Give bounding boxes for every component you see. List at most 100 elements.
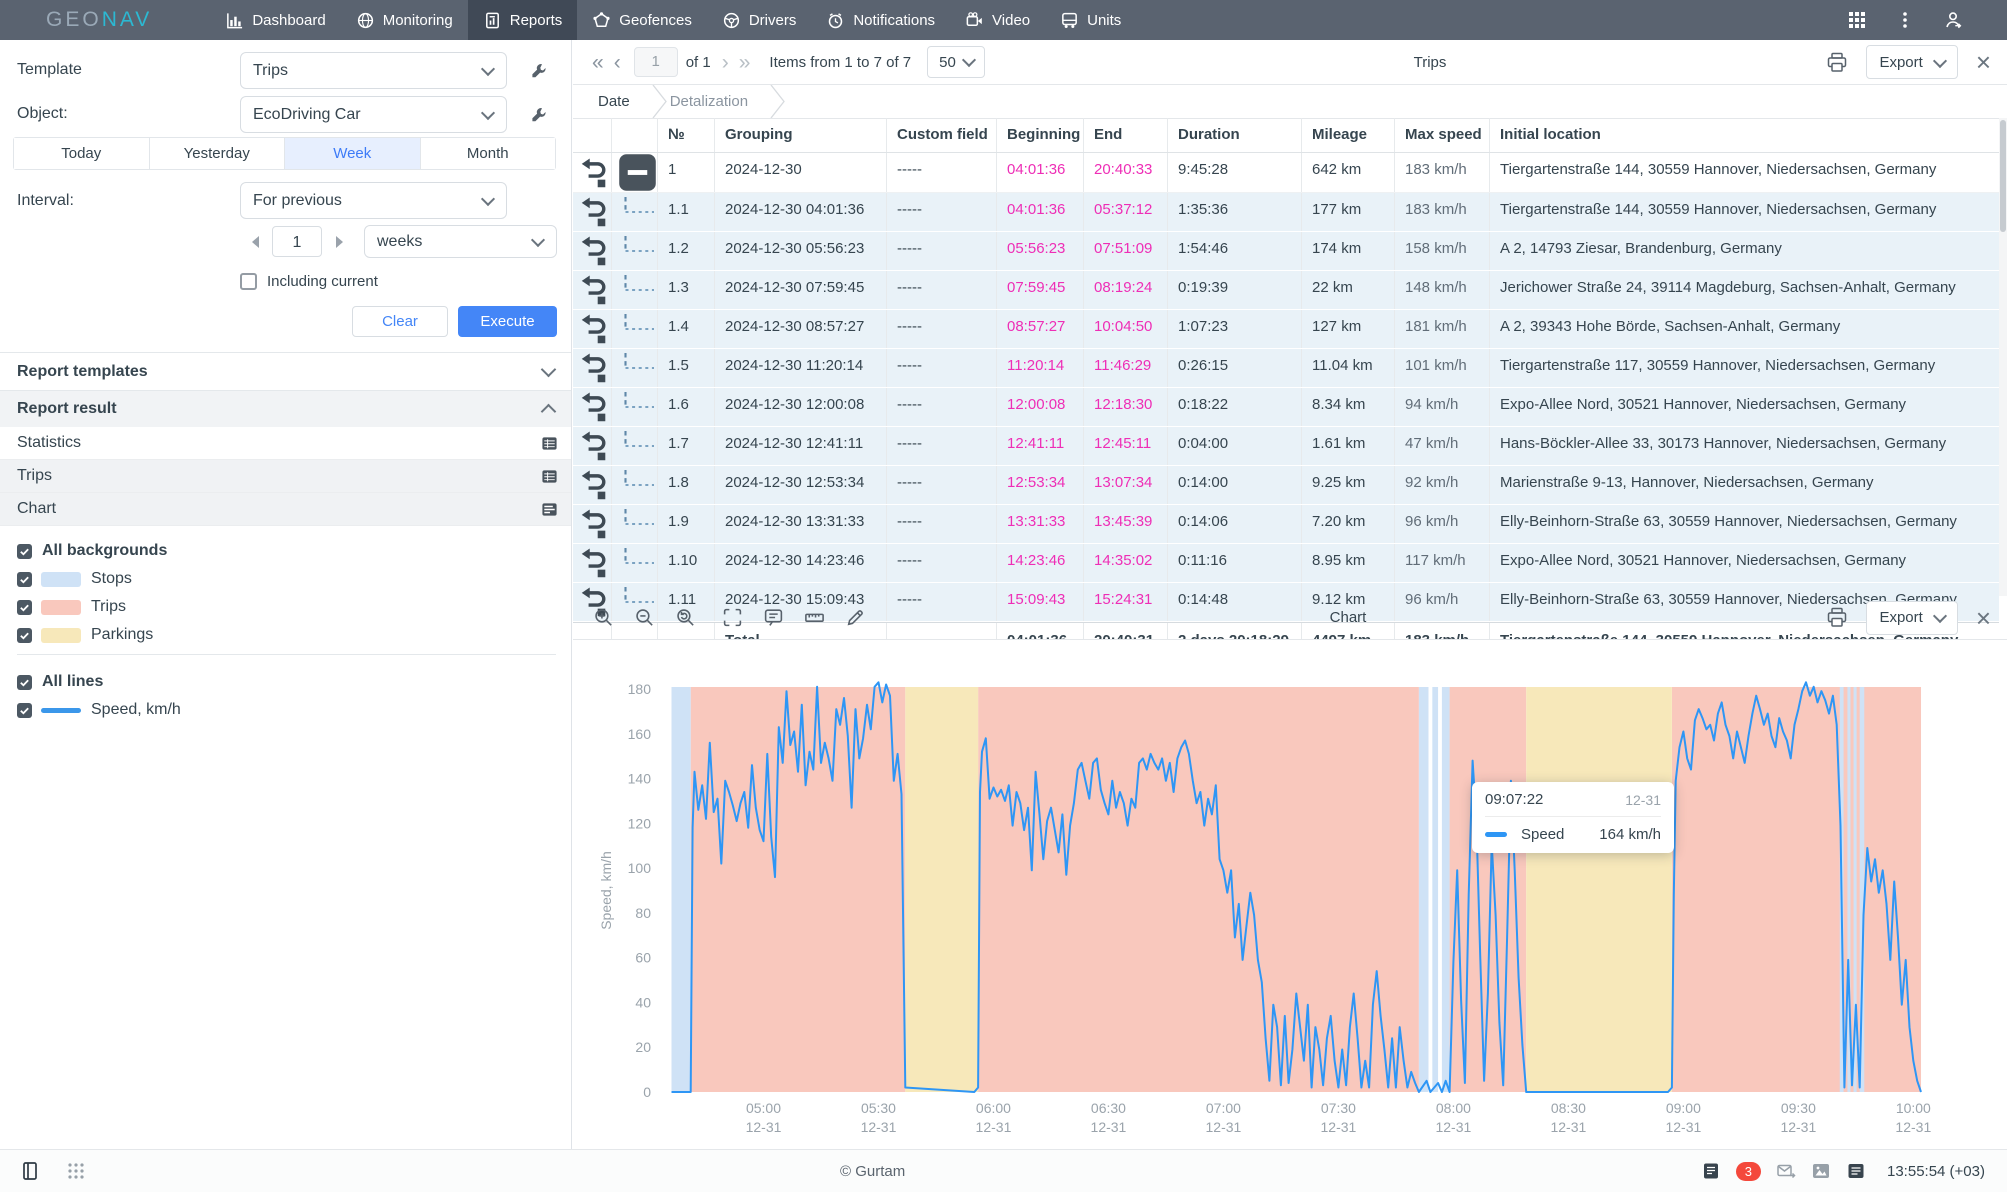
beginning-time-link[interactable]: 05:56:23	[1007, 240, 1065, 257]
including-current-checkbox-row[interactable]: Including current	[240, 267, 378, 295]
end-time-link[interactable]: 12:45:11	[1094, 435, 1151, 452]
table-vertical-scrollbar[interactable]	[1999, 118, 2007, 596]
table-row-1-7[interactable]: 1.72024-12-30 12:41:11-----12:41:1112:45…	[573, 427, 1999, 466]
export-chart-button[interactable]: Export	[1866, 601, 1957, 635]
clear-button[interactable]: Clear	[352, 306, 448, 337]
checkbox-checked[interactable]	[17, 600, 32, 615]
close-chart-icon[interactable]: ×	[1976, 605, 1991, 631]
section-report-templates[interactable]: Report templates	[0, 352, 571, 390]
result-item-statistics[interactable]: Statistics	[0, 427, 571, 460]
checkbox-checked[interactable]	[17, 703, 32, 718]
header-cell-[interactable]: №	[657, 118, 714, 152]
end-time-link[interactable]: 13:45:39	[1094, 513, 1152, 530]
beginning-time-link[interactable]: 12:41:11	[1007, 435, 1064, 452]
trip-route-icon[interactable]	[573, 271, 611, 309]
breadcrumb-tab-detalization[interactable]: Detalization	[670, 93, 748, 110]
table-row-1-1[interactable]: 1.12024-12-30 04:01:36-----04:01:3605:37…	[573, 193, 1999, 232]
log-icon[interactable]	[1846, 1161, 1866, 1181]
end-time-link[interactable]: 08:19:24	[1094, 279, 1152, 296]
end-time-link[interactable]: 05:37:12	[1094, 201, 1152, 218]
scrollbar-thumb[interactable]	[2000, 120, 2006, 232]
beginning-time-link[interactable]: 14:23:46	[1007, 552, 1065, 569]
checkbox-row-parkings[interactable]: Parkings	[17, 621, 153, 649]
header-cell-max-speed[interactable]: Max speed	[1394, 118, 1489, 152]
trip-route-icon[interactable]	[573, 310, 611, 348]
trip-route-icon[interactable]	[573, 466, 611, 504]
template-settings-wrench-icon[interactable]	[530, 62, 548, 80]
selection-area-icon[interactable]	[722, 607, 743, 628]
nav-item-reports[interactable]: Reports	[468, 0, 578, 40]
end-time-link[interactable]: 11:46:29	[1094, 357, 1151, 374]
header-cell-grouping[interactable]: Grouping	[714, 118, 886, 152]
header-cell-initial-location[interactable]: Initial location	[1489, 118, 1999, 152]
interval-count-input[interactable]: 1	[272, 226, 322, 257]
table-row-1-10[interactable]: 1.102024-12-30 14:23:46-----14:23:4614:3…	[573, 544, 1999, 583]
speed-chart[interactable]: 020406080100120140160180Speed, km/h05:00…	[573, 640, 2007, 1150]
zoom-reset-icon[interactable]	[675, 607, 696, 628]
notification-count-badge[interactable]: 3	[1736, 1162, 1761, 1181]
trip-route-icon[interactable]	[573, 153, 611, 192]
range-tab-yesterday[interactable]: Yesterday	[150, 138, 286, 169]
checkbox-row-all-backgrounds[interactable]: All backgrounds	[17, 537, 167, 565]
table-row-1-6[interactable]: 1.62024-12-30 12:00:08-----12:00:0812:18…	[573, 388, 1999, 427]
result-item-trips[interactable]: Trips	[0, 460, 571, 493]
nav-item-drivers[interactable]: Drivers	[707, 0, 812, 40]
checkbox-row-all-lines[interactable]: All lines	[17, 668, 103, 696]
zoom-out-icon[interactable]	[634, 607, 655, 628]
nav-item-monitoring[interactable]: Monitoring	[341, 0, 468, 40]
range-tab-today[interactable]: Today	[14, 138, 150, 169]
annotation-icon[interactable]	[763, 607, 784, 628]
nav-item-notifications[interactable]: Notifications	[811, 0, 950, 40]
trip-route-icon[interactable]	[573, 388, 611, 426]
nav-item-units[interactable]: Units	[1045, 0, 1136, 40]
checkbox-checked[interactable]	[17, 572, 32, 587]
last-page-button[interactable]: »	[734, 52, 756, 73]
first-page-button[interactable]: «	[587, 52, 609, 73]
trip-route-icon[interactable]	[573, 193, 611, 231]
trip-route-icon[interactable]	[573, 232, 611, 270]
checkbox-checked[interactable]	[17, 544, 32, 559]
nav-item-geofences[interactable]: Geofences	[577, 0, 707, 40]
beginning-time-link[interactable]: 13:31:33	[1007, 513, 1065, 530]
header-cell-duration[interactable]: Duration	[1167, 118, 1301, 152]
edit-pencil-icon[interactable]	[845, 607, 866, 628]
beginning-time-link[interactable]: 11:20:14	[1007, 357, 1064, 374]
beginning-time-link[interactable]: 12:53:34	[1007, 474, 1065, 491]
execute-button[interactable]: Execute	[458, 306, 557, 337]
trip-route-icon[interactable]	[573, 349, 611, 387]
template-select[interactable]: Trips	[240, 52, 507, 89]
prev-page-button[interactable]: ‹	[609, 52, 626, 73]
apps-grid-icon[interactable]	[66, 1161, 86, 1181]
beginning-time-link[interactable]: 07:59:45	[1007, 279, 1065, 296]
object-select[interactable]: EcoDriving Car	[240, 96, 507, 133]
table-row-1-2[interactable]: 1.22024-12-30 05:56:23-----05:56:2307:51…	[573, 232, 1999, 271]
breadcrumb-tab-date[interactable]: Date	[598, 93, 630, 110]
header-cell-beginning[interactable]: Beginning	[996, 118, 1083, 152]
table-row-1-8[interactable]: 1.82024-12-30 12:53:34-----12:53:3413:07…	[573, 466, 1999, 505]
page-size-select[interactable]: 50	[927, 46, 985, 78]
result-item-chart[interactable]: Chart	[0, 493, 571, 526]
export-button[interactable]: Export	[1866, 45, 1957, 79]
user-account-icon[interactable]	[1943, 10, 1963, 30]
table-row-1-4[interactable]: 1.42024-12-30 08:57:27-----08:57:2710:04…	[573, 310, 1999, 349]
trip-route-icon[interactable]	[573, 544, 611, 582]
interval-count-decrease[interactable]	[252, 236, 259, 248]
chart-canvas[interactable]: 020406080100120140160180Speed, km/h05:00…	[573, 640, 2007, 1150]
beginning-time-link[interactable]: 12:00:08	[1007, 396, 1065, 413]
interval-type-select[interactable]: For previous	[240, 182, 507, 219]
toggle-panel-icon[interactable]	[20, 1161, 40, 1181]
header-cell-end[interactable]: End	[1083, 118, 1167, 152]
table-row-1[interactable]: 12024-12-30-----04:01:3620:40:339:45:286…	[573, 153, 1999, 193]
beginning-time-link[interactable]: 04:01:36	[1007, 161, 1065, 178]
print-icon[interactable]	[1826, 52, 1848, 73]
close-report-icon[interactable]: ×	[1976, 49, 1991, 75]
trip-route-icon[interactable]	[573, 427, 611, 465]
end-time-link[interactable]: 20:40:33	[1094, 161, 1152, 178]
collapse-row-icon[interactable]	[611, 153, 657, 192]
end-time-link[interactable]: 10:04:50	[1094, 318, 1152, 335]
header-cell-custom-field[interactable]: Custom field	[886, 118, 996, 152]
beginning-time-link[interactable]: 04:01:36	[1007, 201, 1065, 218]
checkbox-unchecked[interactable]	[240, 273, 257, 290]
zoom-in-icon[interactable]	[593, 607, 614, 628]
checkbox-row-stops[interactable]: Stops	[17, 565, 132, 593]
